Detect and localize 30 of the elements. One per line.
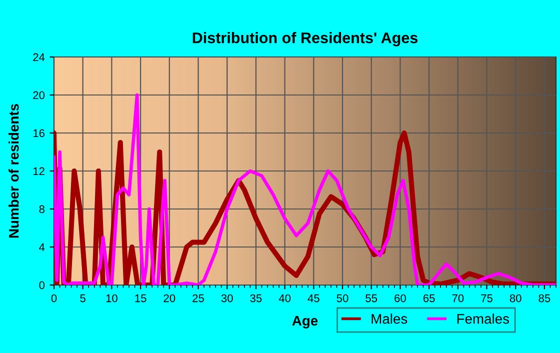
y-tick-label: 0 [39, 281, 45, 290]
x-tick-label: 75 [481, 294, 492, 302]
x-tick-label: 60 [394, 294, 406, 302]
x-tick-label: 35 [250, 294, 262, 302]
y-tick-label: 20 [33, 91, 45, 100]
x-tick-label: 70 [452, 294, 464, 302]
x-tick-label: 30 [221, 294, 233, 302]
x-tick-label: 65 [423, 294, 435, 302]
legend-label: Females [457, 314, 509, 324]
x-tick-label: 45 [308, 294, 320, 302]
x-tick-label: 20 [164, 294, 176, 302]
x-axis-title: Age [292, 316, 318, 328]
x-tick-label: 0 [51, 294, 57, 302]
x-tick-label: 50 [336, 294, 348, 302]
y-tick-label: 16 [33, 129, 44, 138]
x-tick-label: 55 [366, 294, 378, 302]
legend-label: Males [372, 314, 408, 324]
y-tick-label: 4 [39, 243, 45, 252]
x-tick-label: 85 [538, 294, 550, 302]
y-tick-label: 8 [39, 205, 44, 214]
x-tick-label: 10 [106, 294, 118, 302]
x-tick-label: 40 [278, 294, 291, 302]
x-tick-label: 25 [192, 294, 204, 302]
x-tick-label: 5 [80, 294, 86, 302]
y-tick-label: 12 [33, 167, 44, 176]
x-tick-label: 80 [510, 294, 522, 302]
x-tick-label: 15 [135, 294, 146, 302]
y-tick-label: 24 [33, 53, 45, 62]
y-axis-title: Number of residents [8, 104, 19, 238]
chart-title: Distribution of Residents' Ages [192, 32, 418, 46]
